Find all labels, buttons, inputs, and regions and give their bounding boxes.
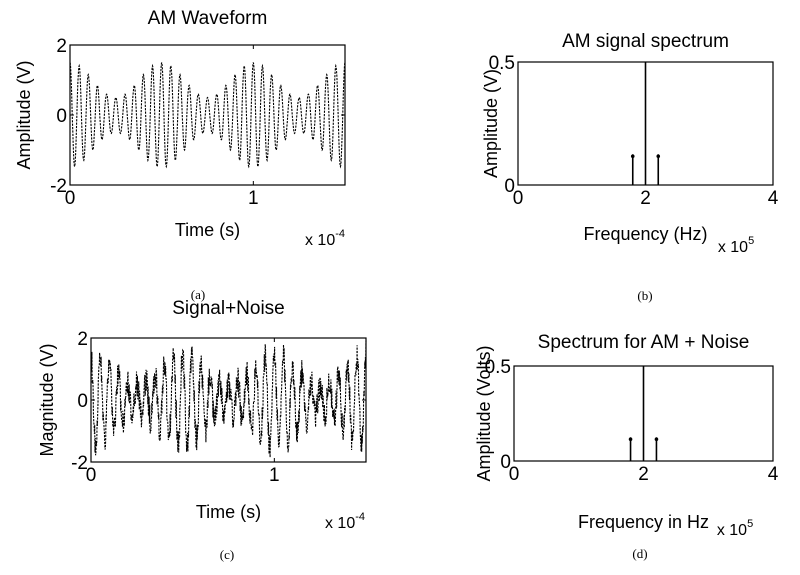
x-axis-multiplier: x 105	[717, 518, 753, 539]
x-axis-multiplier: x 10-4	[305, 228, 345, 249]
multiplier-base: x 10	[305, 232, 335, 249]
y-tick-label: 2	[56, 36, 67, 57]
y-tick-label: 0.5	[485, 357, 511, 378]
spectrum-marker	[654, 437, 659, 442]
x-tick-label: 0	[86, 465, 97, 486]
axes-frame	[69, 44, 346, 186]
y-tick-label: 0	[504, 176, 515, 197]
x-axis-label: Time (s)	[175, 220, 240, 240]
chart-panel-b: AM signal spectrum 0 2 4 0 0.5 Frequency (Hz) A…	[481, 31, 779, 303]
x-tick-label: 2	[638, 464, 649, 485]
series-line	[90, 340, 367, 458]
multiplier-base: x 10	[717, 522, 747, 539]
chart-title: Signal+Noise	[172, 298, 285, 319]
spectrum-marker	[630, 154, 635, 159]
x-tick-label: 1	[248, 188, 259, 209]
multiplier-exponent: -4	[335, 228, 345, 240]
y-axis-label: Amplitude (V)	[481, 69, 501, 178]
chart-panel-d: Spectrum for AM + Noise 0 2 4 0 0.5 Frequency …	[474, 332, 779, 561]
y-axis-label: Amplitude (Volts)	[474, 345, 494, 481]
y-tick-label: 0	[500, 452, 511, 473]
series-line	[69, 62, 346, 169]
multiplier-base: x 10	[325, 515, 355, 532]
x-axis-multiplier: x 10-4	[325, 511, 365, 532]
y-tick-label: 0	[56, 106, 67, 127]
panel-caption: (c)	[220, 547, 234, 562]
chart-title: AM signal spectrum	[562, 31, 729, 52]
x-tick-label: 4	[768, 188, 779, 209]
panel-caption: (a)	[191, 287, 205, 302]
multiplier-base: x 10	[718, 239, 748, 256]
x-tick-label: 0	[513, 188, 524, 209]
spectrum-marker	[628, 437, 633, 442]
x-tick-label: 0	[65, 188, 76, 209]
panel-caption: (b)	[637, 288, 652, 303]
x-axis-label: Time (s)	[196, 502, 261, 522]
multiplier-exponent: 5	[748, 235, 754, 247]
multiplier-exponent: -4	[355, 511, 365, 523]
y-tick-label: 2	[77, 329, 88, 350]
x-axis-multiplier: x 105	[718, 235, 754, 256]
y-tick-label: 0.5	[489, 53, 515, 74]
x-tick-label: 0	[509, 464, 520, 485]
y-axis-label: Amplitude (V)	[14, 60, 34, 169]
panel-caption: (d)	[632, 546, 647, 561]
axes-frame	[90, 337, 367, 463]
y-tick-label: 0	[77, 391, 88, 412]
y-tick-label: -2	[50, 176, 67, 197]
y-tick-label: -2	[71, 453, 88, 474]
x-axis-label: Frequency (Hz)	[583, 224, 707, 244]
spectrum-marker	[656, 154, 661, 159]
x-tick-label: 2	[640, 188, 651, 209]
chart-title: Spectrum for AM + Noise	[538, 332, 750, 353]
chart-title: AM Waveform	[148, 8, 268, 29]
multiplier-exponent: 5	[747, 518, 753, 530]
x-axis-label: Frequency in Hz	[578, 512, 709, 532]
x-tick-label: 1	[269, 465, 280, 486]
x-tick-label: 4	[768, 464, 779, 485]
y-axis-label: Magnitude (V)	[37, 343, 57, 456]
